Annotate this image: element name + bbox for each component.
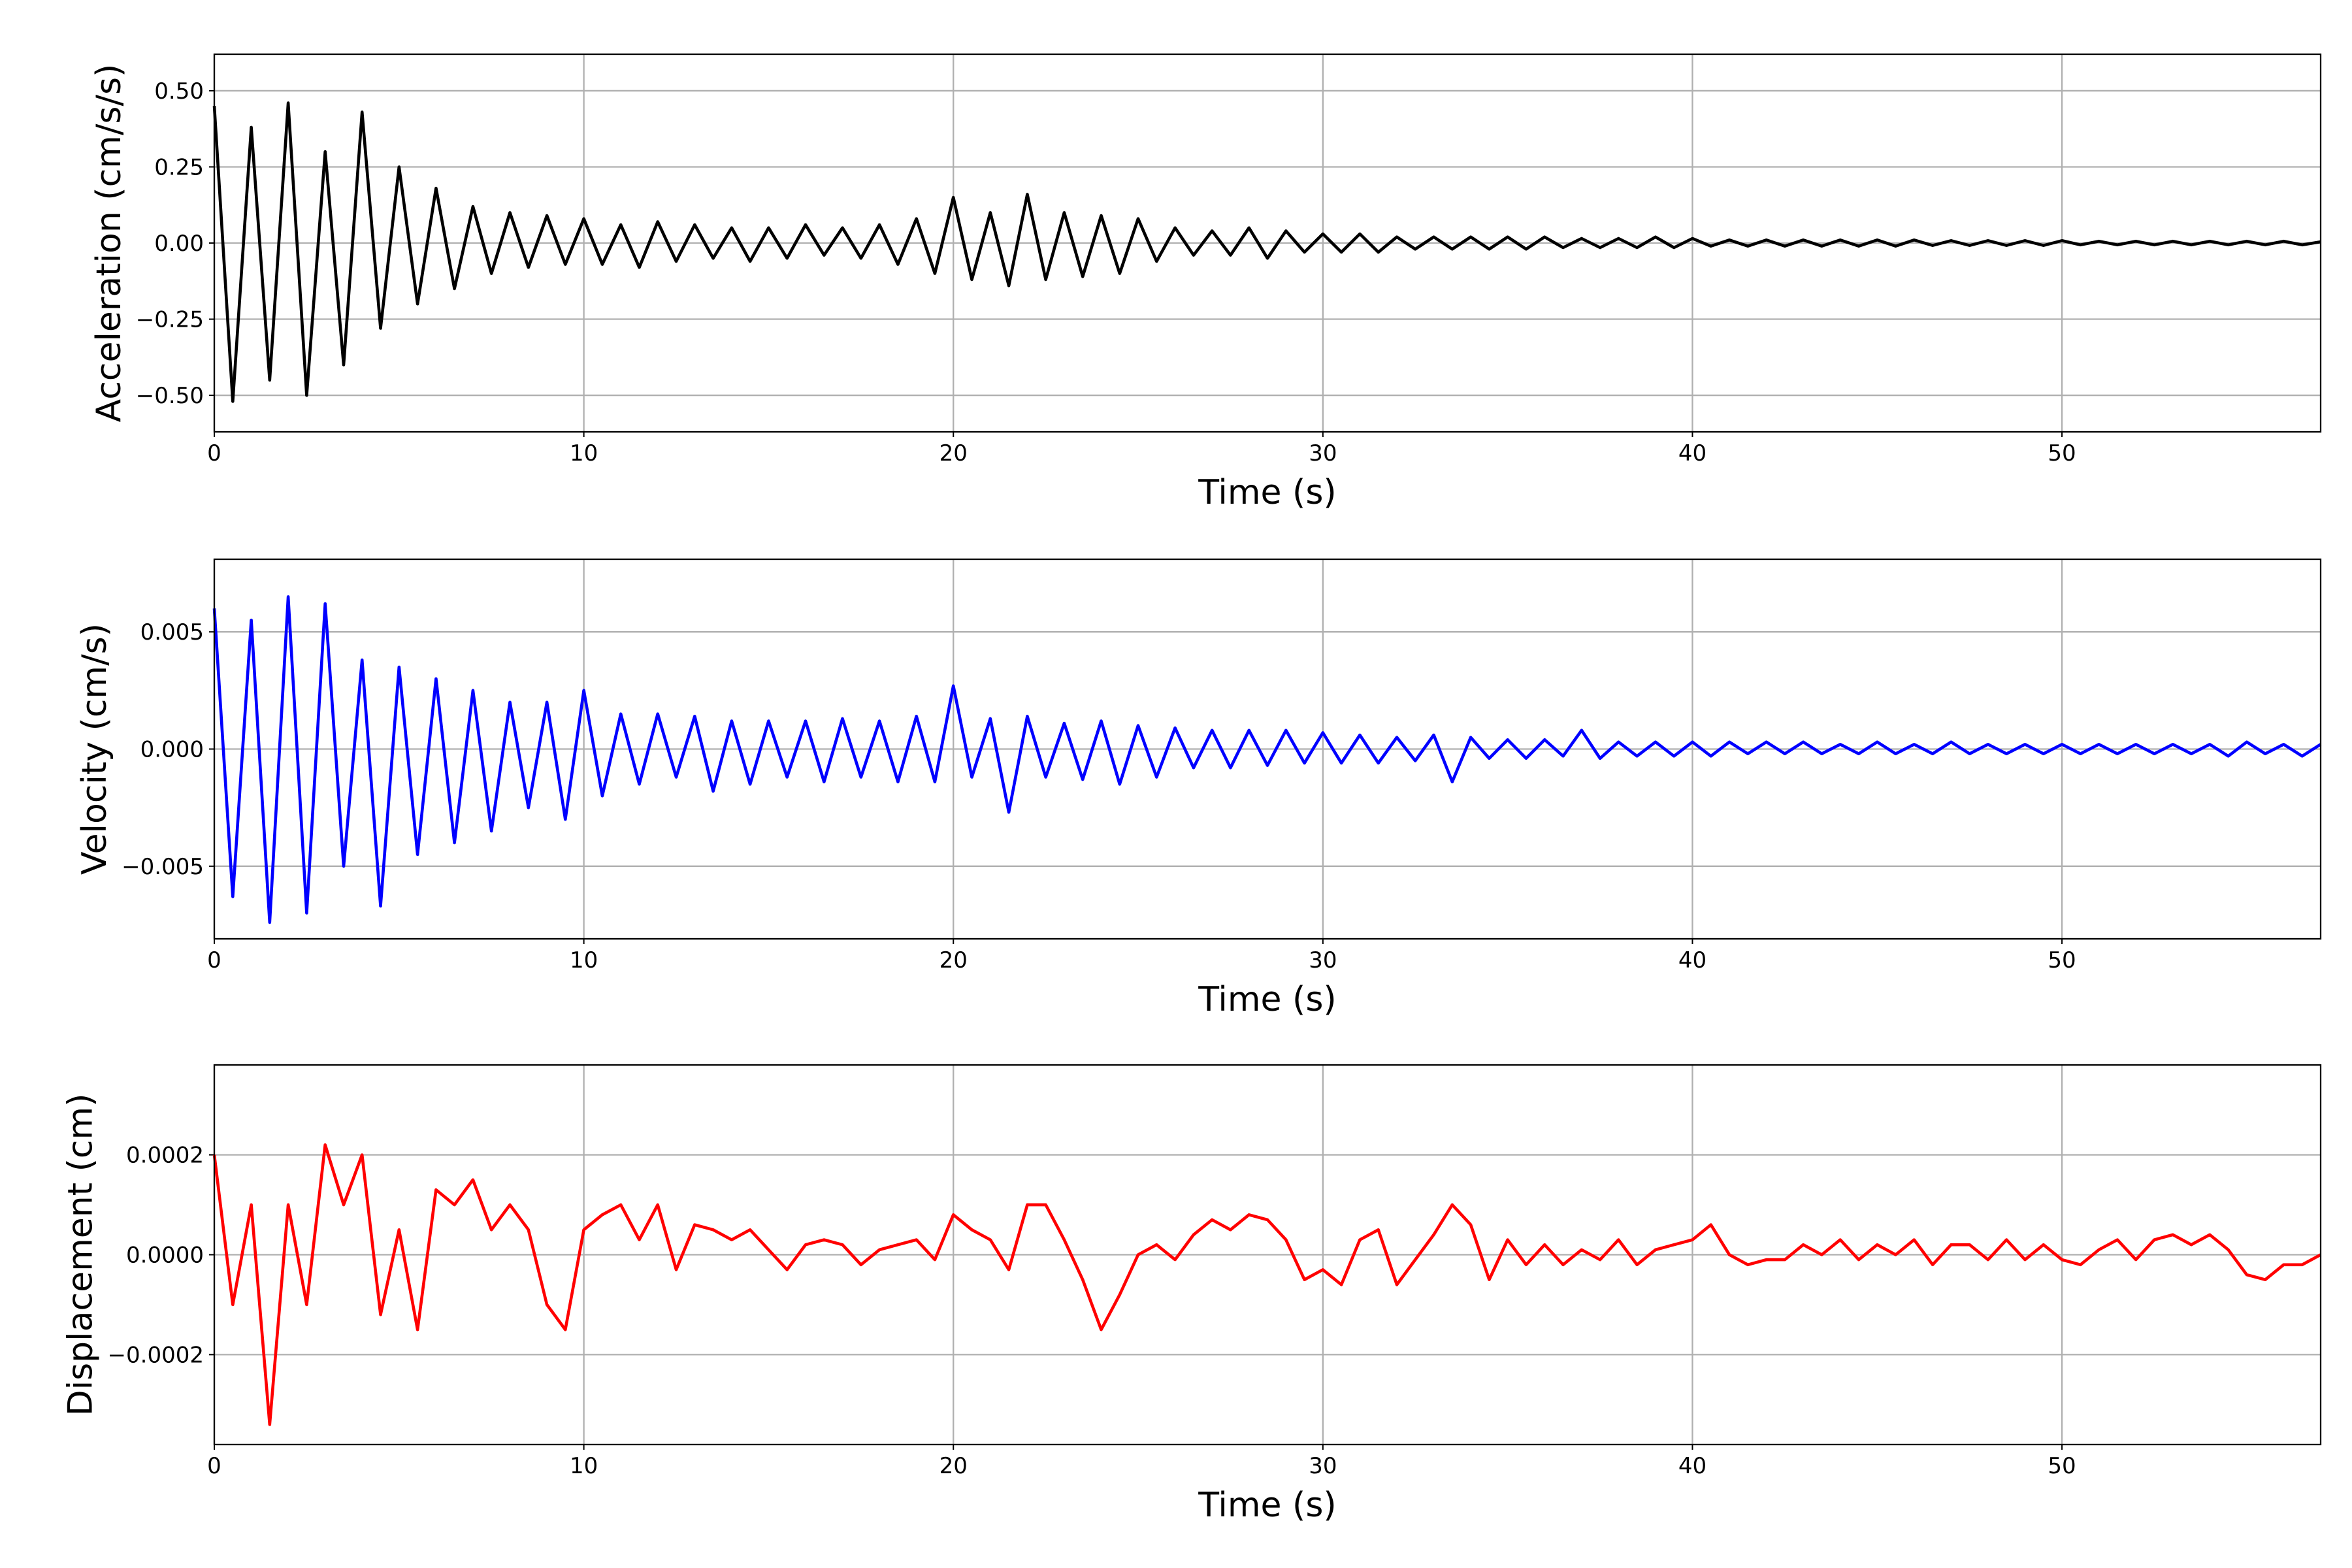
y-axis-label: Displacement (cm)	[61, 1094, 101, 1416]
axes-frame	[213, 1064, 2322, 1446]
y-tick-label: 0.000	[140, 737, 204, 763]
axes-frame	[213, 558, 2322, 940]
y-tick-label: −0.25	[136, 307, 204, 333]
x-tick-label: 10	[570, 947, 598, 973]
y-tick-label: −0.005	[122, 854, 204, 880]
x-tick-label: 10	[570, 1453, 598, 1479]
x-tick-label: 40	[1678, 1453, 1707, 1479]
data-line	[212, 595, 2322, 924]
y-tick-label: −0.50	[136, 383, 204, 409]
y-tick-label: 0.0002	[126, 1143, 204, 1169]
x-axis-label: Time (s)	[1198, 980, 1336, 1019]
data-line	[212, 101, 2321, 403]
x-tick-label: 20	[939, 947, 968, 973]
subplot: 0 10 20 30 40 50 −0.50 −0.25 0.00 0.25 0.50 Time (s…	[90, 53, 2322, 512]
y-axis-label: Velocity (cm/s)	[75, 623, 114, 875]
x-tick-label: 50	[2048, 947, 2076, 973]
x-tick-label: 20	[939, 1453, 968, 1479]
data-line	[212, 1143, 2322, 1426]
y-tick-label: 0.0000	[126, 1243, 204, 1269]
x-tick-label: 40	[1678, 440, 1707, 466]
y-tick-label: 0.50	[154, 78, 204, 105]
y-tick-label: −0.0002	[108, 1342, 204, 1368]
x-tick-label: 0	[207, 947, 221, 973]
x-tick-label: 50	[2048, 440, 2076, 466]
x-tick-label: 10	[570, 440, 598, 466]
x-tick-label: 20	[939, 440, 968, 466]
x-tick-label: 40	[1678, 947, 1707, 973]
y-tick-label: 0.005	[140, 619, 204, 645]
y-tick-label: 0.00	[154, 231, 204, 257]
x-tick-label: 0	[207, 1453, 221, 1479]
y-tick-label: 0.25	[154, 154, 204, 180]
axes-frame	[213, 53, 2322, 433]
x-axis-label: Time (s)	[1198, 1486, 1336, 1525]
x-tick-label: 30	[1309, 1453, 1337, 1479]
x-tick-label: 30	[1309, 947, 1337, 973]
subplot: 0 10 20 30 40 50 −0.0002 0.0000 0.0002 Time (s) Di…	[61, 1064, 2322, 1525]
subplot: 0 10 20 30 40 50 −0.005 0.000 0.005 Time (s) Veloc…	[75, 558, 2322, 1019]
y-axis-label: Acceleration (cm/s/s)	[90, 64, 129, 423]
x-axis-label: Time (s)	[1198, 473, 1336, 512]
x-tick-label: 30	[1309, 440, 1337, 466]
x-tick-label: 0	[207, 440, 221, 466]
x-tick-label: 50	[2048, 1453, 2076, 1479]
